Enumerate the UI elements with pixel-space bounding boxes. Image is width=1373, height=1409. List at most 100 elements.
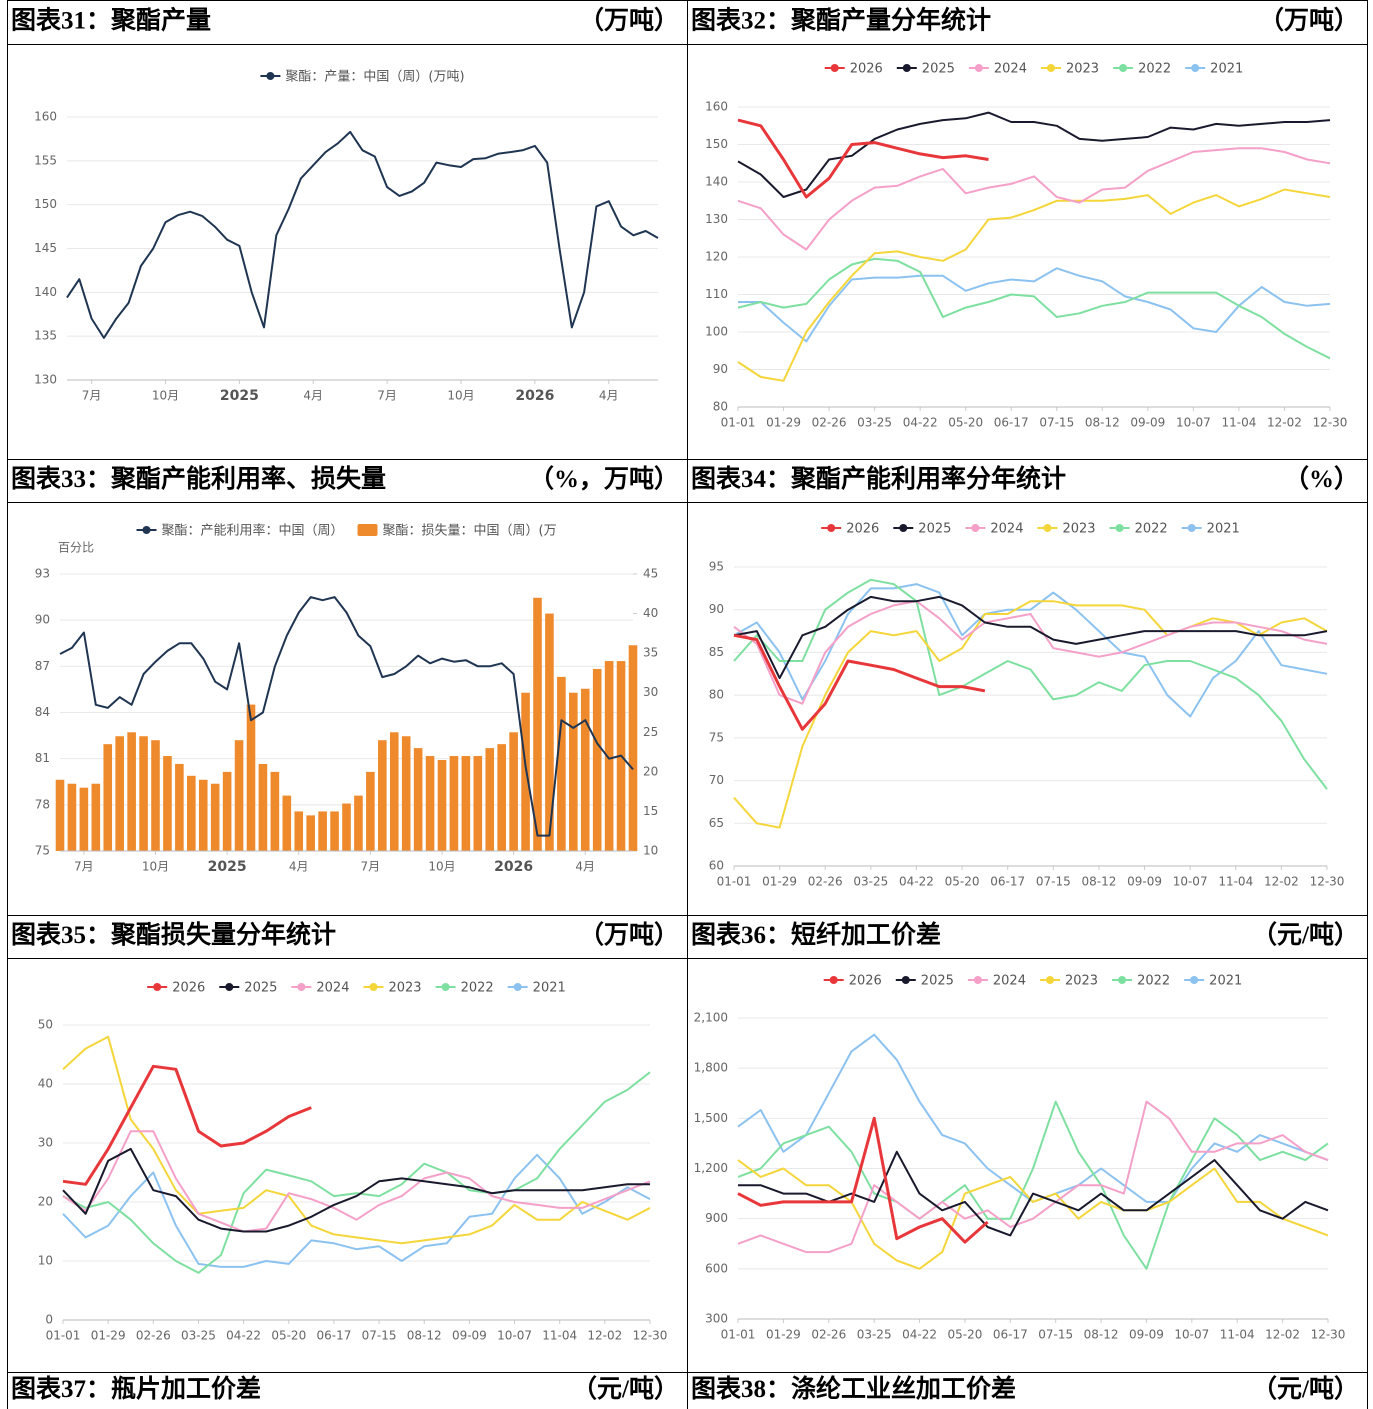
- y-tick-label: 300: [705, 1312, 728, 1326]
- series-line: [737, 118, 989, 199]
- x-tick-label: 01-01: [721, 1328, 756, 1342]
- legend-symbol: [901, 976, 910, 984]
- legend-symbol: [1187, 524, 1196, 532]
- x-tick-label: 01-29: [766, 1328, 801, 1342]
- x-tick-label: 12-02: [587, 1329, 622, 1343]
- series-line: [737, 1159, 1329, 1270]
- y-tick-label: 1,200: [694, 1161, 728, 1175]
- header-title: 图表37：瓶片加工价差: [11, 1374, 261, 1403]
- legend-symbol: [513, 983, 522, 991]
- series-line: [738, 267, 1331, 343]
- legend-symbol: [357, 524, 378, 536]
- y-tick-label: 1,800: [694, 1061, 728, 1075]
- x-tick-label: 09-09: [1127, 875, 1162, 889]
- x-tick-label: 04-22: [902, 1328, 937, 1342]
- legend-symbol: [973, 976, 982, 984]
- bar: [187, 775, 196, 851]
- bar: [389, 732, 399, 851]
- bar: [533, 597, 542, 851]
- series-line: [737, 1100, 1329, 1254]
- legend-label: 2024: [316, 981, 349, 996]
- bar: [366, 771, 375, 851]
- y-tick-label: 1,500: [694, 1111, 728, 1125]
- x-tick-label: 10-07: [1174, 1328, 1209, 1342]
- y-tick-label: 40: [38, 1077, 53, 1091]
- y-tick-label: 65: [709, 816, 724, 830]
- x-tick-label: 7月: [361, 860, 381, 874]
- y-tick-label: 145: [34, 241, 57, 255]
- bar: [79, 787, 89, 851]
- x-tick-label: 02-26: [808, 875, 843, 889]
- x-tick-label: 12-30: [1311, 1328, 1346, 1342]
- y-tick-label: 50: [38, 1018, 53, 1032]
- legend-label: 2021: [1209, 974, 1242, 989]
- bar: [294, 811, 304, 851]
- x-tick-label: 10月: [152, 389, 179, 403]
- bar: [175, 763, 184, 851]
- bar: [270, 771, 280, 851]
- legend-symbol: [827, 524, 836, 532]
- legend: 2026 2025 2024 2023 2022 2021: [824, 62, 1243, 77]
- header-title: 图表31：聚酯产量: [11, 7, 211, 35]
- legend: 2026 2025 2024 2023 2022 2021: [147, 981, 566, 996]
- y-tick-label: 155: [34, 153, 57, 167]
- x-tick-label: 03-25: [853, 875, 888, 889]
- bar: [222, 771, 232, 851]
- y2-tick-label: 25: [643, 725, 658, 739]
- y-tick-label: 140: [34, 285, 57, 299]
- legend-label: 2025: [922, 62, 955, 77]
- legend-symbol: [1190, 976, 1199, 984]
- legend-symbol: [1118, 976, 1127, 984]
- y-tick-label: 30: [38, 1136, 53, 1150]
- legend-symbol: [225, 983, 234, 991]
- bar: [91, 783, 101, 851]
- x-tick-label: 08-12: [1081, 875, 1116, 889]
- y-tick-label: 85: [709, 645, 724, 659]
- header-unit: （万吨）: [1259, 6, 1359, 35]
- header-unit: （元/吨）: [1252, 920, 1359, 949]
- x-tick-label: 4月: [289, 860, 309, 874]
- chart: 80 90 100 110 120 130 140 150 160 01-01 01-29 02-26…: [705, 62, 1347, 430]
- x-tick-label: 06-17: [990, 875, 1025, 889]
- y-tick-label: 135: [34, 329, 57, 343]
- bar: [103, 744, 113, 851]
- x-tick-label: 12-30: [633, 1329, 668, 1343]
- series-line: [737, 257, 1331, 360]
- x-tick-label: 05-20: [948, 416, 983, 430]
- bar: [628, 645, 638, 851]
- x-tick-label: 4月: [575, 860, 595, 874]
- x-tick-label: 4月: [303, 389, 323, 403]
- y-tick-label: 140: [705, 175, 728, 189]
- y-tick-label: 75: [709, 730, 724, 744]
- bar: [330, 811, 339, 851]
- x-tick-label: 12-30: [1313, 416, 1348, 430]
- bar: [473, 756, 483, 851]
- legend-label: 2021: [1207, 522, 1240, 537]
- legend-symbol: [829, 976, 838, 984]
- legend-symbol: [369, 983, 378, 991]
- bar: [139, 736, 148, 851]
- header-title: 图表33：聚酯产能利用率、损失量: [11, 464, 386, 493]
- legend-label: 2024: [993, 974, 1026, 989]
- x-tick-label: 7月: [377, 389, 397, 403]
- legend-label: 2026: [850, 62, 883, 77]
- bar: [401, 736, 411, 851]
- legend-label: 2023: [1066, 62, 1099, 77]
- legend-symbol: [1045, 976, 1054, 984]
- bar: [234, 740, 244, 851]
- x-tick-label: 10月: [428, 860, 455, 874]
- legend-symbol: [153, 983, 162, 991]
- y-tick-label: 84: [35, 705, 50, 719]
- y-tick-label: 95: [709, 560, 724, 574]
- header-title: 图表35：聚酯损失量分年统计: [11, 920, 336, 949]
- bar: [378, 740, 387, 851]
- chart: 60 65 70 75 80 85 90 95 01-01 01-29 02-26 03-25 04-2…: [709, 522, 1345, 889]
- legend-label: 2026: [849, 974, 882, 989]
- y2-tick-label: 40: [643, 606, 658, 620]
- x-tick-label: 10-07: [497, 1329, 532, 1343]
- x-tick-label: 10-07: [1176, 416, 1211, 430]
- legend-symbol: [974, 64, 983, 72]
- legend-symbol: [899, 524, 908, 532]
- header-title: 图表32：聚酯产量分年统计: [691, 6, 991, 35]
- y-tick-label: 93: [35, 567, 50, 581]
